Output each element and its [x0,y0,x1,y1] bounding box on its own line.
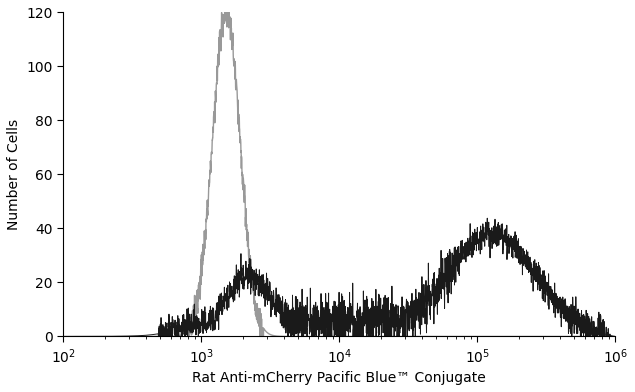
Y-axis label: Number of Cells: Number of Cells [7,119,21,230]
X-axis label: Rat Anti-mCherry Pacific Blue™ Conjugate: Rat Anti-mCherry Pacific Blue™ Conjugate [192,371,486,385]
